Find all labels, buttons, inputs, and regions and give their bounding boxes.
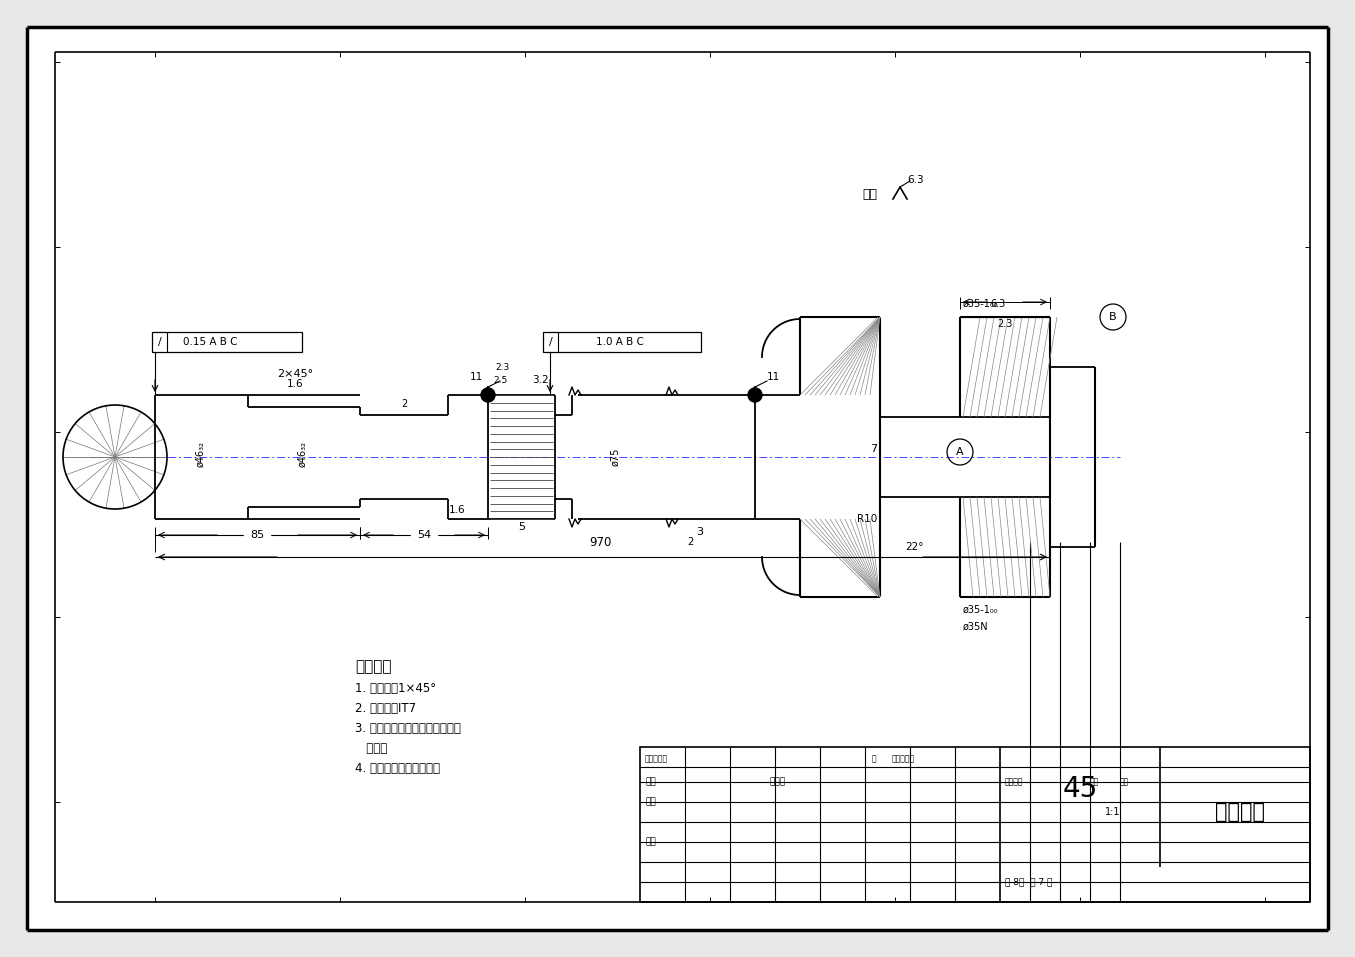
Text: 其余: 其余 <box>862 189 877 202</box>
Text: 2.3: 2.3 <box>495 363 509 372</box>
Text: /: / <box>549 337 553 347</box>
Text: 1.6: 1.6 <box>287 379 304 389</box>
Text: 5: 5 <box>519 522 526 532</box>
Text: ø46₃₂: ø46₃₂ <box>297 441 308 467</box>
Text: 3: 3 <box>696 527 703 537</box>
Text: 2.5: 2.5 <box>493 376 507 385</box>
Text: 区: 区 <box>873 754 877 764</box>
Text: 3.2: 3.2 <box>531 375 549 385</box>
Text: 2×45°: 2×45° <box>276 369 313 379</box>
Text: 设计: 设计 <box>645 777 656 787</box>
Text: 重量: 重量 <box>1089 777 1099 787</box>
Text: 标记处数分: 标记处数分 <box>645 754 668 764</box>
Text: 2: 2 <box>401 399 406 409</box>
Text: 11: 11 <box>767 372 779 382</box>
Text: 6.3: 6.3 <box>906 175 924 185</box>
Bar <box>640 747 1310 902</box>
Text: 标准化: 标准化 <box>770 777 786 787</box>
Text: 阶段标记: 阶段标记 <box>1005 777 1023 787</box>
Text: 0.15 A B C: 0.15 A B C <box>183 337 237 347</box>
Text: 1.0 A B C: 1.0 A B C <box>596 337 644 347</box>
Circle shape <box>748 388 762 402</box>
Text: 45: 45 <box>1062 775 1098 803</box>
Text: R10: R10 <box>856 514 877 524</box>
Text: 共 8张  第 7 张: 共 8张 第 7 张 <box>1005 878 1053 886</box>
Text: B: B <box>1110 312 1117 322</box>
Text: 3. 传动轴体应无裂损，表面无显: 3. 传动轴体应无裂损，表面无显 <box>355 723 461 736</box>
Text: 11: 11 <box>469 372 482 382</box>
Text: 更改文件号: 更改文件号 <box>892 754 915 764</box>
Text: 技术要求: 技术要求 <box>355 659 392 675</box>
Text: 54: 54 <box>417 530 431 540</box>
Text: ø75: ø75 <box>610 448 621 466</box>
Circle shape <box>481 388 495 402</box>
Text: ø35-1₀₀: ø35-1₀₀ <box>963 299 999 309</box>
Text: 6.3: 6.3 <box>991 299 1005 309</box>
Text: 1:1: 1:1 <box>1104 807 1121 817</box>
Text: 970: 970 <box>589 536 611 549</box>
Text: 主传动轴: 主传动轴 <box>1215 802 1266 822</box>
Text: 1. 未注倒角1×45°: 1. 未注倒角1×45° <box>355 682 436 696</box>
Text: 85: 85 <box>249 530 264 540</box>
Text: /: / <box>159 337 161 347</box>
Text: ø35-1₀₀: ø35-1₀₀ <box>963 605 999 615</box>
Text: 2.3: 2.3 <box>997 319 1012 329</box>
Text: 7: 7 <box>870 444 877 454</box>
Text: ø46₃₂: ø46₃₂ <box>195 441 205 467</box>
Text: 2: 2 <box>687 537 694 547</box>
Text: 85: 85 <box>249 530 264 540</box>
Text: 工艺: 工艺 <box>645 837 656 847</box>
Text: A: A <box>957 447 963 457</box>
Bar <box>543 332 701 352</box>
Text: 4. 零件加工后应清除污垢: 4. 零件加工后应清除污垢 <box>355 763 440 775</box>
Text: 著伤痕: 著伤痕 <box>355 743 388 755</box>
Text: ø35N: ø35N <box>963 622 989 632</box>
Text: 22°: 22° <box>905 542 924 552</box>
Bar <box>152 332 302 352</box>
Text: 1.6: 1.6 <box>449 505 465 515</box>
Text: 审核: 审核 <box>645 797 656 807</box>
Text: 比例: 比例 <box>1121 777 1129 787</box>
Text: 2. 未注精度IT7: 2. 未注精度IT7 <box>355 702 416 716</box>
